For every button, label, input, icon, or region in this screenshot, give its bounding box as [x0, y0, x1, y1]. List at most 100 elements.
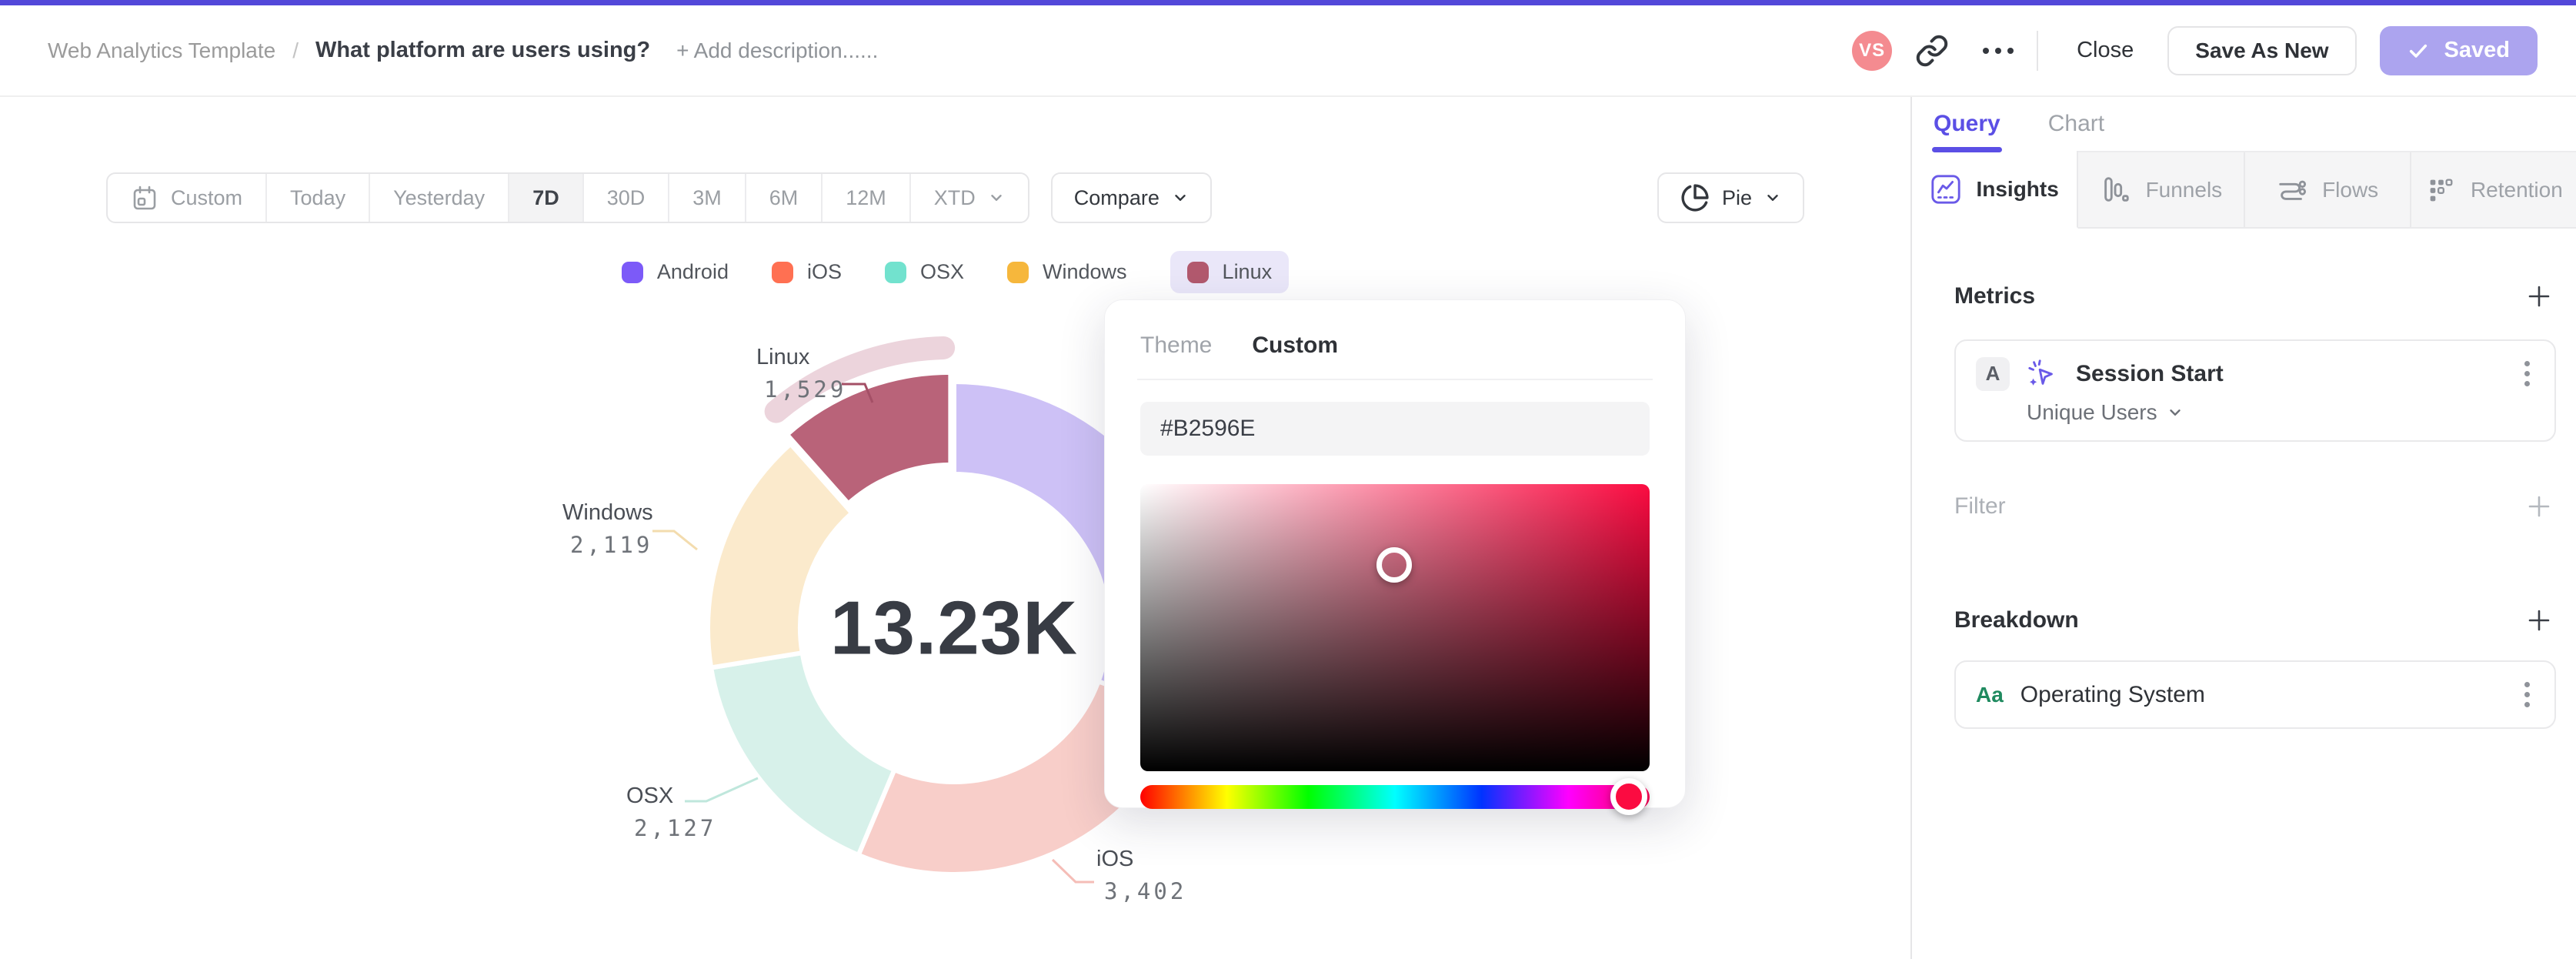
slice-label-name: iOS	[1096, 847, 1134, 871]
brand-accent-bar	[0, 0, 2576, 5]
saturation-handle[interactable]	[1376, 547, 1413, 583]
saturation-value-area[interactable]	[1140, 484, 1650, 771]
range-label: 6M	[769, 185, 799, 209]
more-actions-button[interactable]	[1975, 28, 2021, 74]
tab-chart[interactable]: Chart	[2047, 111, 2105, 136]
range-xtd[interactable]: XTD	[911, 174, 1028, 222]
tab-retention[interactable]: Retention	[2411, 152, 2576, 229]
legend-label: Linux	[1222, 260, 1273, 283]
sidebar-divider	[1912, 151, 2576, 152]
plus-icon	[2528, 496, 2550, 517]
date-range-control: Custom Today Yesterday 7D 30D 3M 6M 12M …	[106, 172, 1029, 223]
range-custom[interactable]: Custom	[108, 174, 268, 222]
range-7d[interactable]: 7D	[509, 174, 584, 222]
pie-slice-ios[interactable]	[856, 679, 1188, 877]
metric-menu-button[interactable]	[2520, 356, 2534, 391]
tab-query[interactable]: Query	[1932, 111, 2002, 152]
legend-item-android[interactable]: Android	[621, 251, 729, 293]
leader-line-windows	[652, 530, 698, 551]
legend-item-linux[interactable]: Linux	[1170, 251, 1290, 293]
property-type-icon: Aa	[1976, 682, 2004, 707]
add-metric-button[interactable]	[2522, 279, 2556, 313]
chart-toolbar: Custom Today Yesterday 7D 30D 3M 6M 12M …	[0, 172, 1910, 223]
saved-button[interactable]: Saved	[2379, 25, 2538, 75]
tab-custom[interactable]: Custom	[1252, 332, 1339, 358]
range-label: 12M	[846, 185, 886, 209]
legend-label: OSX	[919, 260, 965, 283]
slice-label-name: Windows	[562, 500, 653, 525]
add-breakdown-button[interactable]	[2522, 603, 2556, 637]
metric-row[interactable]: A Session Start Unique Users	[1954, 339, 2556, 442]
pie-chart-icon	[1681, 184, 1709, 212]
page-title[interactable]: What platform are users using?	[315, 38, 651, 62]
tab-funnels[interactable]: Funnels	[2078, 152, 2245, 229]
pie-slice-osx[interactable]	[709, 650, 897, 857]
funnels-icon	[2104, 176, 2129, 202]
legend-swatch	[1186, 261, 1209, 283]
range-label: Today	[290, 185, 346, 209]
metric-event-name: Session Start	[2076, 360, 2224, 386]
avatar[interactable]: VS	[1852, 30, 1893, 71]
header: Web Analytics Template / What platform a…	[0, 5, 2576, 97]
hex-color-input[interactable]	[1140, 402, 1650, 456]
close-button[interactable]: Close	[2054, 27, 2157, 75]
range-30d[interactable]: 30D	[584, 174, 670, 222]
picker-divider	[1137, 379, 1653, 380]
chart-type-button[interactable]: Pie	[1657, 172, 1804, 223]
saved-label: Saved	[2444, 38, 2510, 62]
hue-handle[interactable]	[1610, 778, 1647, 815]
legend-item-osx[interactable]: OSX	[884, 251, 965, 293]
tab-theme[interactable]: Theme	[1140, 332, 1213, 358]
pie-slice-windows[interactable]	[706, 441, 855, 670]
tab-label: Flows	[2322, 177, 2379, 202]
series-letter-badge: A	[1976, 356, 2010, 391]
legend-label: iOS	[806, 260, 842, 283]
range-3m[interactable]: 3M	[669, 174, 746, 222]
aggregation-dropdown[interactable]: Unique Users	[2027, 400, 2534, 425]
tab-insights[interactable]: Insights	[1912, 151, 2079, 229]
breakdown-menu-button[interactable]	[2520, 677, 2534, 712]
query-sidebar: Query Chart Insights Funnels	[1910, 97, 2576, 959]
chart-panel: Custom Today Yesterday 7D 30D 3M 6M 12M …	[0, 97, 1910, 959]
hue-slider[interactable]	[1140, 778, 1650, 815]
compare-label: Compare	[1073, 185, 1160, 209]
color-picker-tabs: Theme Custom	[1140, 332, 1650, 359]
tab-flows[interactable]: Flows	[2244, 152, 2411, 229]
retention-icon	[2430, 178, 2453, 201]
range-label: 7D	[532, 185, 559, 209]
range-12m[interactable]: 12M	[823, 174, 911, 222]
legend-item-ios[interactable]: iOS	[771, 251, 842, 293]
sidebar-view-tabs: Query Chart	[1912, 97, 2576, 152]
slice-label-osx: OSX 2,127	[626, 784, 716, 841]
plus-icon	[2528, 286, 2550, 307]
event-sparkle-icon	[2028, 359, 2053, 386]
hue-gradient-bar	[1140, 785, 1650, 809]
range-today[interactable]: Today	[267, 174, 371, 222]
pie-slice-linux[interactable]	[784, 369, 953, 506]
check-icon	[2409, 44, 2427, 58]
legend-swatch	[771, 261, 793, 283]
tab-label: Retention	[2470, 177, 2563, 202]
legend-item-windows[interactable]: Windows	[1007, 251, 1127, 293]
slice-label-value: 1,529	[764, 376, 847, 403]
filter-section-header: Filter	[1954, 490, 2556, 523]
add-filter-button[interactable]	[2522, 490, 2556, 523]
tab-label: Funnels	[2145, 177, 2223, 202]
ellipsis-icon	[1983, 47, 2014, 54]
legend-swatch	[884, 261, 906, 283]
range-6m[interactable]: 6M	[746, 174, 823, 222]
tab-label: Insights	[1976, 176, 2059, 201]
compare-button[interactable]: Compare	[1050, 172, 1212, 223]
metrics-section-header: Metrics	[1954, 279, 2556, 313]
breadcrumb-separator: /	[292, 38, 299, 62]
range-label: 30D	[606, 185, 646, 209]
chevron-down-icon	[991, 195, 1002, 201]
leader-line-ios	[1051, 858, 1094, 884]
breakdown-row[interactable]: Aa Operating System	[1954, 660, 2556, 729]
save-as-new-button[interactable]: Save As New	[2167, 25, 2357, 75]
calendar-icon	[133, 185, 156, 210]
breadcrumb[interactable]: Web Analytics Template	[48, 38, 276, 62]
range-yesterday[interactable]: Yesterday	[370, 174, 510, 222]
add-description-button[interactable]: + Add description......	[676, 38, 879, 62]
share-link-button[interactable]	[1909, 28, 1955, 74]
